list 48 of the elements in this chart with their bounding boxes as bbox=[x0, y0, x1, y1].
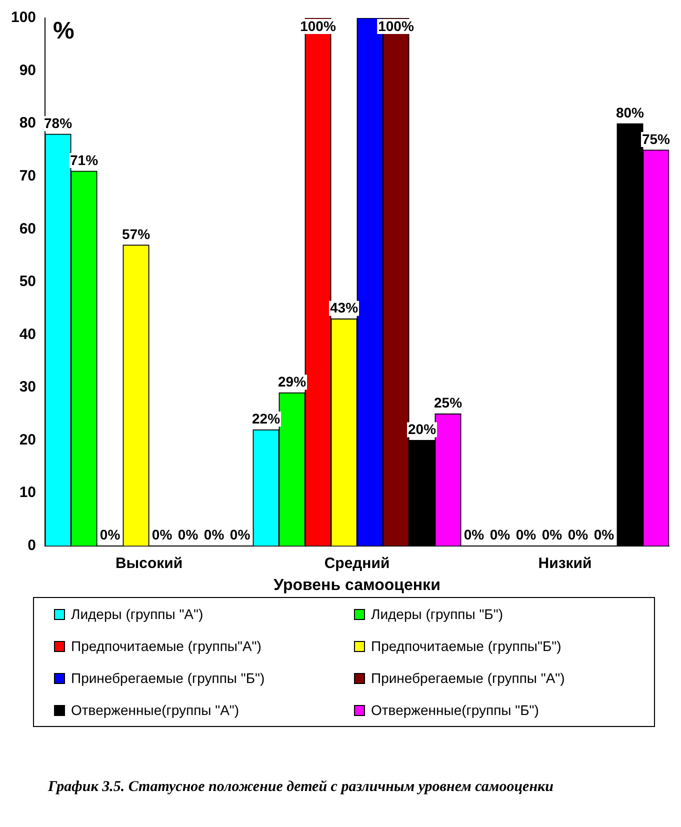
legend-label: Отверженные(группы "А") bbox=[70, 702, 240, 718]
y-tick-label: 80 bbox=[19, 114, 36, 132]
data-label: 29% bbox=[278, 374, 307, 390]
data-label: 100% bbox=[300, 18, 336, 34]
data-label: 0% bbox=[178, 526, 199, 543]
legend-label: Предпочитаемые (группы"Б") bbox=[370, 638, 562, 654]
legend-label: Предпочитаемые (группы"А") bbox=[70, 638, 262, 654]
data-label: 0% bbox=[204, 526, 225, 543]
legend-label: Лидеры (группы "А") bbox=[70, 606, 204, 622]
y-tick-label: 100 bbox=[10, 9, 36, 26]
data-label: 0% bbox=[152, 526, 173, 543]
data-label: 75% bbox=[642, 130, 671, 147]
data-label: 0% bbox=[594, 526, 615, 543]
data-label: 100% bbox=[378, 18, 414, 34]
data-label: 71% bbox=[70, 152, 99, 168]
legend-label: Принебрегаемые (группы "А") bbox=[370, 670, 566, 686]
data-label: 25% bbox=[434, 394, 463, 411]
data-label: 0% bbox=[100, 526, 121, 543]
data-label: 0% bbox=[490, 526, 511, 543]
data-label: 0% bbox=[230, 526, 251, 543]
data-label: 43% bbox=[330, 300, 359, 316]
y-tick-label: 0 bbox=[28, 536, 36, 554]
data-label: 80% bbox=[616, 104, 645, 120]
y-tick-label: 50 bbox=[19, 273, 36, 290]
x-axis-title: Уровень самооценки bbox=[274, 576, 440, 594]
legend-label: Лидеры (группы "Б") bbox=[370, 606, 504, 622]
data-label: 0% bbox=[542, 526, 563, 543]
y-tick-label: 70 bbox=[19, 167, 36, 184]
y-tick-label: 40 bbox=[19, 326, 36, 343]
y-tick-label: 30 bbox=[19, 378, 36, 396]
data-label: 0% bbox=[464, 526, 485, 543]
x-tick-label: Средний bbox=[324, 554, 390, 572]
text: График 3.5. Статусное положение детей с различным уровнем самооценки bbox=[48, 778, 554, 797]
legend-label: Принебрегаемые (группы "Б") bbox=[70, 670, 266, 686]
y-axis-title: % bbox=[53, 18, 74, 45]
y-tick-label: 90 bbox=[19, 62, 36, 79]
data-label: 57% bbox=[122, 226, 151, 242]
data-label: 22% bbox=[252, 410, 281, 427]
data-label: 20% bbox=[408, 421, 437, 438]
y-tick-label: 10 bbox=[19, 484, 36, 502]
data-label: 0% bbox=[568, 526, 589, 543]
x-tick-label: Высокий bbox=[115, 554, 183, 572]
data-label: 78% bbox=[44, 114, 73, 131]
y-tick-label: 20 bbox=[19, 431, 36, 448]
data-label: 0% bbox=[516, 526, 537, 543]
x-tick-label: Низкий bbox=[538, 554, 592, 572]
y-tick-label: 60 bbox=[19, 220, 36, 238]
legend-label: Отверженные(группы "Б") bbox=[370, 702, 540, 718]
